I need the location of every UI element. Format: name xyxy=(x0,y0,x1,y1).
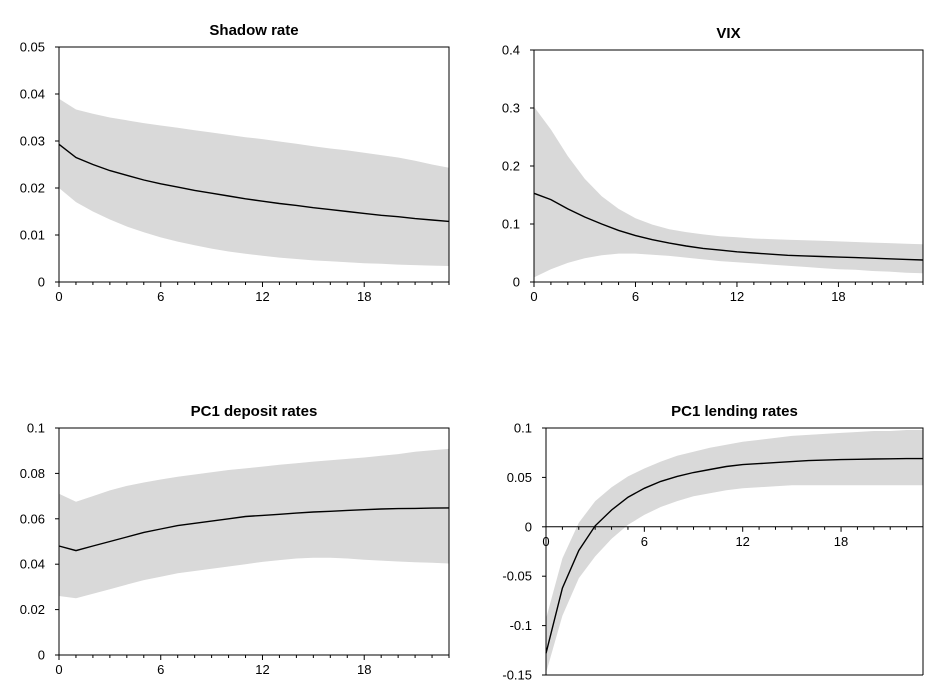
chart-shadow-rate: Shadow rate 0 0.01 0.02 0.03 0.04 0.05 0 6 12 18 xyxy=(20,22,450,304)
y-tick-label: 0 xyxy=(38,275,45,290)
chart-title: PC1 deposit rates xyxy=(191,403,318,420)
x-tick-label: 0 xyxy=(530,289,537,304)
response-line xyxy=(545,457,923,654)
x-tick-label: 6 xyxy=(632,289,639,304)
y-tick-label: 0.3 xyxy=(502,101,520,116)
y-tick-label: 0.04 xyxy=(20,87,45,102)
y-tick-label: -0.05 xyxy=(502,569,532,584)
y-tick-label: 0.01 xyxy=(20,228,45,243)
chart-title: VIX xyxy=(716,25,740,42)
y-tick-label: 0.03 xyxy=(20,134,45,149)
confidence-band xyxy=(59,98,449,266)
x-tick-label: 0 xyxy=(55,289,62,304)
y-tick-label: 0.1 xyxy=(27,421,45,436)
y-tick-label: 0.05 xyxy=(20,40,45,55)
y-tick-label: 0.2 xyxy=(502,159,520,174)
x-tick-label: 6 xyxy=(641,534,648,549)
y-tick-label: 0.1 xyxy=(514,421,532,436)
chart-title: PC1 lending rates xyxy=(671,403,798,420)
chart-title: Shadow rate xyxy=(209,22,298,39)
y-tick-label: 0.05 xyxy=(507,470,532,485)
x-tick-label: 0 xyxy=(542,534,549,549)
confidence-band xyxy=(534,106,923,278)
chart-vix: VIX 0 0.1 0.2 0.3 0.4 0 6 12 18 xyxy=(502,25,924,304)
y-tick-label: 0 xyxy=(525,519,532,534)
chart-pc1-deposit-rates: PC1 deposit rates 0 0.02 0.04 0.06 0.08 0.1 0 6 1… xyxy=(20,403,450,677)
y-tick-label: -0.1 xyxy=(510,618,532,633)
y-tick-label: 0.08 xyxy=(20,466,45,481)
y-tick-label: 0.04 xyxy=(20,557,45,572)
x-tick-label: 18 xyxy=(834,534,848,549)
x-tick-label: 0 xyxy=(55,662,62,677)
x-tick-label: 6 xyxy=(157,662,164,677)
x-tick-label: 18 xyxy=(357,289,371,304)
x-tick-label: 12 xyxy=(730,289,744,304)
y-tick-label: 0.02 xyxy=(20,181,45,196)
y-tick-label: -0.15 xyxy=(502,668,532,683)
response-line xyxy=(533,192,924,261)
y-tick-label: 0.1 xyxy=(502,217,520,232)
y-tick-label: 0.06 xyxy=(20,511,45,526)
response-line xyxy=(58,143,450,223)
response-line xyxy=(58,507,450,552)
chart-pc1-lending-rates: PC1 lending rates -0.15 -0.1 -0.05 0 0.05 0.1 0… xyxy=(502,403,924,683)
x-tick-label: 6 xyxy=(157,289,164,304)
x-tick-label: 12 xyxy=(255,289,269,304)
plot-frame xyxy=(58,427,450,655)
y-tick-label: 0 xyxy=(38,648,45,663)
y-tick-label: 0 xyxy=(513,275,520,290)
x-tick-label: 12 xyxy=(255,662,269,677)
x-tick-label: 18 xyxy=(831,289,845,304)
y-tick-label: 0.4 xyxy=(502,43,520,58)
x-tick-label: 18 xyxy=(357,662,371,677)
plot-frame xyxy=(545,427,924,675)
plot-frame xyxy=(58,46,450,282)
x-tick-label: 12 xyxy=(735,534,749,549)
y-tick-label: 0.02 xyxy=(20,602,45,617)
confidence-band xyxy=(59,448,449,599)
confidence-band xyxy=(546,430,923,673)
